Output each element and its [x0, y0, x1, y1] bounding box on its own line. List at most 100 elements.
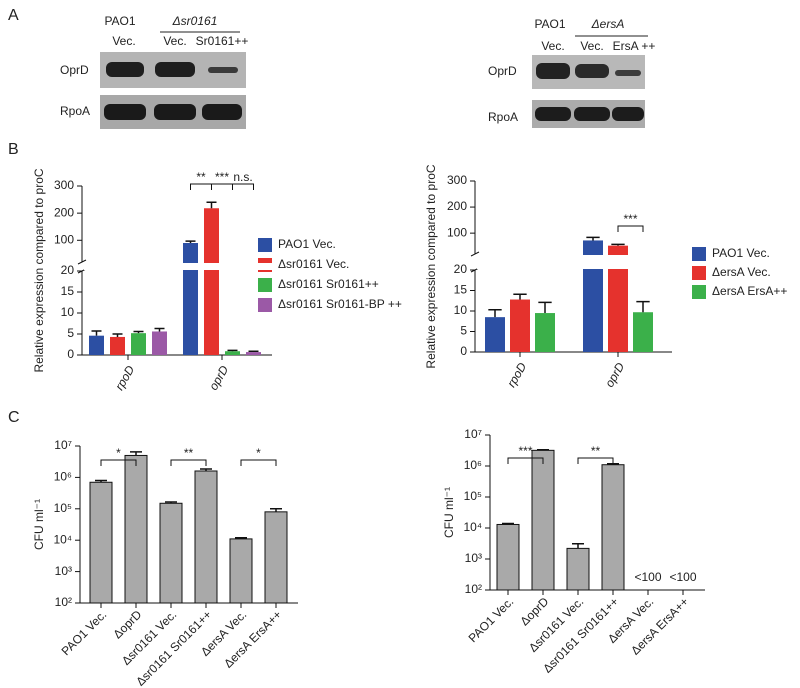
legend-swatch	[692, 285, 706, 299]
x-tick-label: PAO1 Vec.	[466, 594, 517, 645]
bar	[225, 351, 240, 355]
legend-label: PAO1 Vec.	[712, 246, 770, 260]
y-tick-label: 10⁵	[54, 501, 72, 515]
legend-swatch	[258, 278, 272, 292]
value-label: <100	[634, 570, 661, 584]
bar	[204, 208, 219, 355]
error-bar	[154, 327, 165, 332]
value-label: <100	[669, 570, 696, 584]
legend-swatch	[692, 266, 706, 280]
y-tick-label: 10³	[55, 564, 72, 578]
bar	[246, 352, 261, 355]
error-bar	[611, 243, 625, 246]
error-bar	[537, 448, 549, 451]
error-bar	[502, 522, 514, 525]
band	[575, 64, 609, 78]
bar	[535, 313, 555, 352]
band	[154, 104, 196, 120]
significance-bracket	[617, 225, 644, 232]
bar	[510, 299, 530, 352]
axis-break	[77, 259, 87, 265]
error-bar	[227, 349, 238, 352]
y-tick-label: 15	[61, 284, 75, 298]
bar	[159, 502, 183, 604]
row-label: OprD	[488, 64, 517, 78]
y-tick-label: 200	[54, 205, 74, 219]
error-bar	[270, 508, 282, 512]
bar	[183, 243, 198, 355]
y-tick-label: 20	[61, 263, 75, 277]
significance-bracket	[507, 457, 544, 464]
bar	[110, 336, 125, 355]
panel-label: B	[8, 141, 19, 158]
error-bar	[95, 479, 107, 483]
bar	[152, 331, 167, 355]
error-bar	[572, 543, 584, 549]
band	[612, 107, 644, 121]
significance-bracket	[577, 457, 614, 464]
bar	[485, 317, 505, 352]
band	[104, 104, 146, 120]
row-label: RpoA	[488, 110, 518, 124]
y-tick-label: 15	[454, 283, 468, 297]
band	[208, 67, 238, 73]
bar	[566, 547, 590, 591]
band	[202, 104, 242, 120]
y-axis-label: Relative expression compared to proC	[32, 168, 46, 372]
bar	[531, 449, 555, 591]
panel-label: C	[8, 409, 20, 426]
bar	[633, 312, 653, 352]
panel-label: A	[8, 7, 19, 24]
y-tick-label: 20	[454, 262, 468, 276]
error-bar	[488, 309, 502, 318]
error-bar	[165, 501, 177, 504]
y-tick-label: 10⁴	[463, 520, 482, 534]
error-bar	[200, 468, 212, 471]
strain-label: Δsr0161	[172, 14, 218, 28]
y-axis-label: CFU ml⁻¹	[442, 487, 456, 538]
axis-break	[470, 251, 480, 257]
significance-label: **	[184, 446, 194, 460]
error-bar	[112, 333, 123, 337]
y-axis-label: Relative expression compared to proC	[424, 164, 438, 368]
strain-label: ΔersA	[591, 17, 625, 31]
y-tick-label: 10²	[465, 582, 482, 596]
significance-label: n.s.	[233, 170, 252, 184]
x-tick-label: rpoD	[112, 363, 137, 393]
y-tick-label: 5	[67, 326, 74, 340]
legend-label: Δsr0161 Sr0161++	[278, 277, 379, 291]
bar	[608, 245, 628, 352]
y-tick-label: 10⁶	[464, 458, 482, 472]
significance-label: **	[591, 444, 601, 458]
band	[574, 107, 610, 121]
error-bar	[133, 330, 144, 334]
legend-label: ΔersA Vec.	[712, 265, 771, 279]
y-tick-label: 10⁷	[464, 427, 482, 441]
bar	[496, 523, 520, 591]
bar	[131, 333, 146, 355]
legend-swatch	[258, 238, 272, 252]
error-bar	[586, 236, 600, 241]
legend-label: ΔersA ErsA++	[712, 284, 787, 298]
significance-bracket	[240, 459, 277, 466]
x-tick-label: rpoD	[504, 360, 529, 390]
bar	[229, 538, 253, 604]
row-label: RpoA	[60, 104, 90, 118]
x-tick-label: oprD	[206, 363, 231, 393]
y-tick-label: 10⁶	[54, 470, 72, 484]
significance-bracket	[170, 459, 207, 466]
strain-label: PAO1	[534, 17, 565, 31]
significance-label: **	[196, 170, 206, 184]
band	[535, 107, 571, 121]
y-tick-label: 10	[454, 303, 468, 317]
band	[615, 70, 641, 76]
y-tick-label: 10³	[465, 551, 482, 565]
legend-swatch	[258, 298, 272, 312]
y-tick-label: 10⁴	[53, 532, 72, 546]
y-tick-label: 10⁵	[464, 489, 482, 503]
error-bar	[91, 330, 102, 336]
significance-bracket	[190, 183, 212, 190]
lane-label: Vec.	[541, 39, 564, 53]
